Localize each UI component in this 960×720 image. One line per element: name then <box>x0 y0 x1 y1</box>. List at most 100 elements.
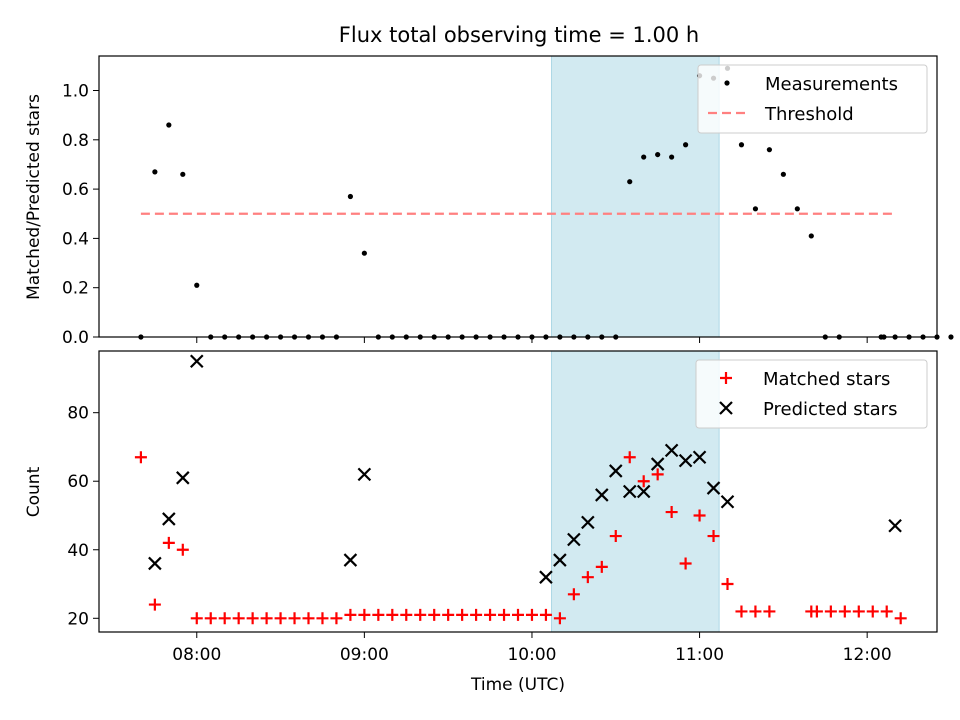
predicted-point <box>567 532 581 547</box>
measurement-point <box>180 171 186 177</box>
matched-point <box>316 612 329 625</box>
top-y-tick-label: 0.8 <box>62 131 89 151</box>
matched-point <box>866 605 879 618</box>
matched-point <box>894 612 907 625</box>
top-y-tick-label: 0.0 <box>62 328 89 348</box>
predicted-point <box>692 450 707 465</box>
predicted-point <box>678 453 693 468</box>
matched-point <box>190 612 203 625</box>
matched-point <box>344 608 357 621</box>
predicted-point <box>622 484 637 499</box>
predicted-point <box>581 515 595 530</box>
predicted-point <box>539 570 553 584</box>
bottom-y-tick-label: 40 <box>67 541 89 561</box>
predicted-points <box>148 354 902 584</box>
measurement-point <box>361 250 367 256</box>
predicted-point <box>343 553 358 567</box>
matched-point <box>665 506 678 519</box>
matched-point <box>824 605 837 618</box>
matched-point <box>609 530 622 543</box>
matched-point <box>148 598 161 611</box>
matched-point <box>838 605 851 618</box>
x-tick-label: 09:00 <box>340 645 389 665</box>
matched-point <box>623 451 636 464</box>
legend-predicted-marker <box>719 401 733 415</box>
top-x-ticks <box>196 337 868 343</box>
predicted-point <box>189 354 204 369</box>
bottom-y-axis-label: Count <box>24 466 44 517</box>
matched-point <box>218 612 231 625</box>
predicted-point <box>636 484 651 499</box>
predicted-point <box>553 553 567 567</box>
top-y-tick-label: 0.6 <box>62 180 89 200</box>
top-legend: Measurements Threshold <box>697 64 928 134</box>
measurement-point <box>194 282 200 288</box>
measurement-point <box>738 142 745 148</box>
bottom-span <box>551 350 720 633</box>
bottom-panel: 20 40 60 80 08:00 09:00 10:00 11:00 12:00 Count… <box>24 350 938 695</box>
measurement-point <box>627 179 633 185</box>
measurement-point <box>152 169 158 175</box>
matched-point <box>539 608 552 621</box>
top-y-ticks: 0.0 0.2 0.4 0.6 0.8 1.0 <box>62 82 99 348</box>
matched-point <box>525 608 538 621</box>
matched-point <box>162 536 175 549</box>
measurement-point <box>641 154 647 160</box>
matched-point <box>176 543 189 556</box>
matched-point <box>386 608 399 621</box>
predicted-point <box>357 467 372 482</box>
measurement-point <box>948 334 954 340</box>
legend-measurements-marker <box>724 80 730 86</box>
legend-predicted-label: Predicted stars <box>763 399 897 420</box>
matched-point <box>852 605 865 618</box>
x-axis-label: Time (UTC) <box>470 675 565 695</box>
measurement-point <box>752 206 759 212</box>
matched-point <box>595 560 608 573</box>
measurement-point <box>794 206 800 212</box>
predicted-point <box>176 471 190 485</box>
matched-point <box>498 608 511 621</box>
matched-point <box>810 605 823 618</box>
legend-measurements-label: Measurements <box>765 74 898 95</box>
measurement-point <box>655 151 661 158</box>
bottom-legend: Matched stars Predicted stars <box>695 359 928 429</box>
legend-matched-marker <box>720 372 732 384</box>
top-y-tick-label: 0.2 <box>62 279 89 299</box>
measurement-point <box>766 147 773 153</box>
bottom-x-ticks: 08:00 09:00 10:00 11:00 12:00 <box>172 632 892 665</box>
predicted-point <box>888 518 902 533</box>
matched-point <box>246 612 259 625</box>
chart-title: Flux total observing time = 1.00 h <box>339 23 699 47</box>
matched-point <box>330 612 343 625</box>
legend-matched-label: Matched stars <box>763 369 890 390</box>
matched-point <box>414 608 427 621</box>
bottom-legend-box <box>695 359 928 429</box>
measurement-point <box>347 193 353 200</box>
top-y-tick-label: 1.0 <box>62 82 89 102</box>
predicted-point <box>595 488 609 502</box>
predicted-point <box>706 481 721 495</box>
matched-point <box>512 608 524 621</box>
top-panel: 0.0 0.2 0.4 0.6 0.8 1.0 Matched/Predicted sta… <box>24 55 954 348</box>
top-y-tick-label: 0.4 <box>62 229 89 249</box>
measurement-point <box>780 171 786 177</box>
predicted-point <box>720 495 735 509</box>
measurement-point <box>669 154 675 160</box>
matched-point <box>372 608 385 621</box>
matched-point <box>735 605 748 618</box>
matched-point <box>260 612 273 625</box>
top-axes-frame <box>98 55 938 338</box>
measurement-point <box>166 122 172 128</box>
predicted-point <box>608 464 623 478</box>
matched-points <box>134 451 907 625</box>
top-legend-box <box>697 64 928 134</box>
predicted-point <box>650 457 665 471</box>
top-y-axis-label: Matched/Predicted stars <box>24 94 44 300</box>
matched-point <box>428 608 441 621</box>
top-span <box>551 55 720 338</box>
bottom-axes-frame <box>98 350 938 633</box>
matched-point <box>763 605 776 618</box>
matched-point <box>880 605 893 618</box>
x-tick-label: 12:00 <box>843 645 892 665</box>
